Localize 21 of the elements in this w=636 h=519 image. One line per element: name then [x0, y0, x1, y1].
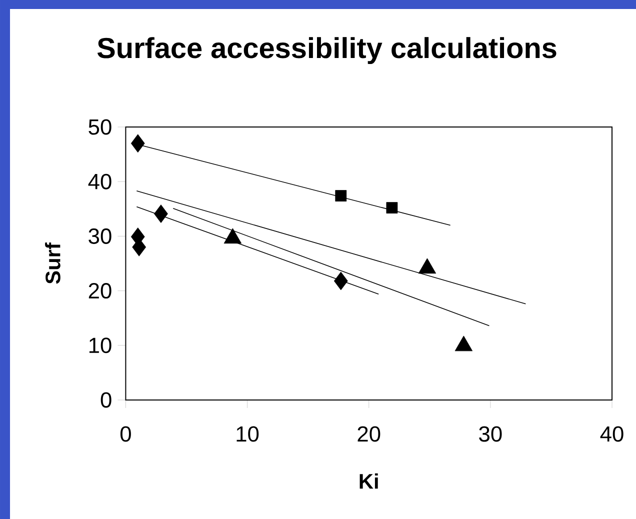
y-tick-label: 0 [100, 392, 112, 408]
y-tick-label: 50 [88, 119, 112, 135]
x-tick-label: 40 [600, 426, 624, 442]
y-tick-label: 20 [88, 283, 112, 299]
y-axis-title: Surf [45, 242, 60, 284]
point [454, 336, 473, 352]
point [418, 258, 436, 274]
y-tick-label: 30 [88, 228, 112, 244]
point [334, 272, 348, 290]
y-tick-label: 10 [89, 338, 112, 354]
chart-title: Surface accessibility calculations [97, 37, 556, 64]
point [335, 190, 347, 202]
x-tick-label: 20 [358, 426, 380, 442]
x-tick-label: 10 [236, 426, 259, 442]
x-tick-label: 30 [479, 426, 502, 442]
x-tick-label: 0 [120, 426, 131, 442]
x-axis-title: Ki [360, 473, 378, 489]
y-tick-label: 40 [88, 174, 112, 190]
point [154, 204, 168, 223]
point [386, 202, 398, 214]
point [130, 134, 145, 153]
